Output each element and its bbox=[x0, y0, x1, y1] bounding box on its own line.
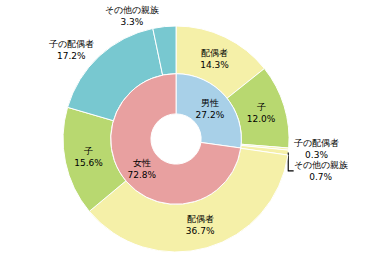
svg-text:男性27.2%: 男性27.2% bbox=[196, 98, 225, 120]
svg-text:配偶者36.7%: 配偶者36.7% bbox=[186, 214, 215, 236]
svg-text:子の配偶者17.2%: 子の配偶者17.2% bbox=[49, 39, 94, 61]
svg-text:その他の親族3.3%: その他の親族3.3% bbox=[105, 5, 159, 27]
svg-text:子15.6%: 子15.6% bbox=[74, 146, 103, 168]
svg-text:子12.0%: 子12.0% bbox=[247, 102, 276, 124]
svg-text:配偶者14.3%: 配偶者14.3% bbox=[200, 48, 229, 70]
svg-text:その他の親族0.7%: その他の親族0.7% bbox=[294, 160, 348, 182]
svg-text:女性72.8%: 女性72.8% bbox=[127, 158, 156, 180]
svg-text:子の配偶者0.3%: 子の配偶者0.3% bbox=[294, 138, 339, 160]
